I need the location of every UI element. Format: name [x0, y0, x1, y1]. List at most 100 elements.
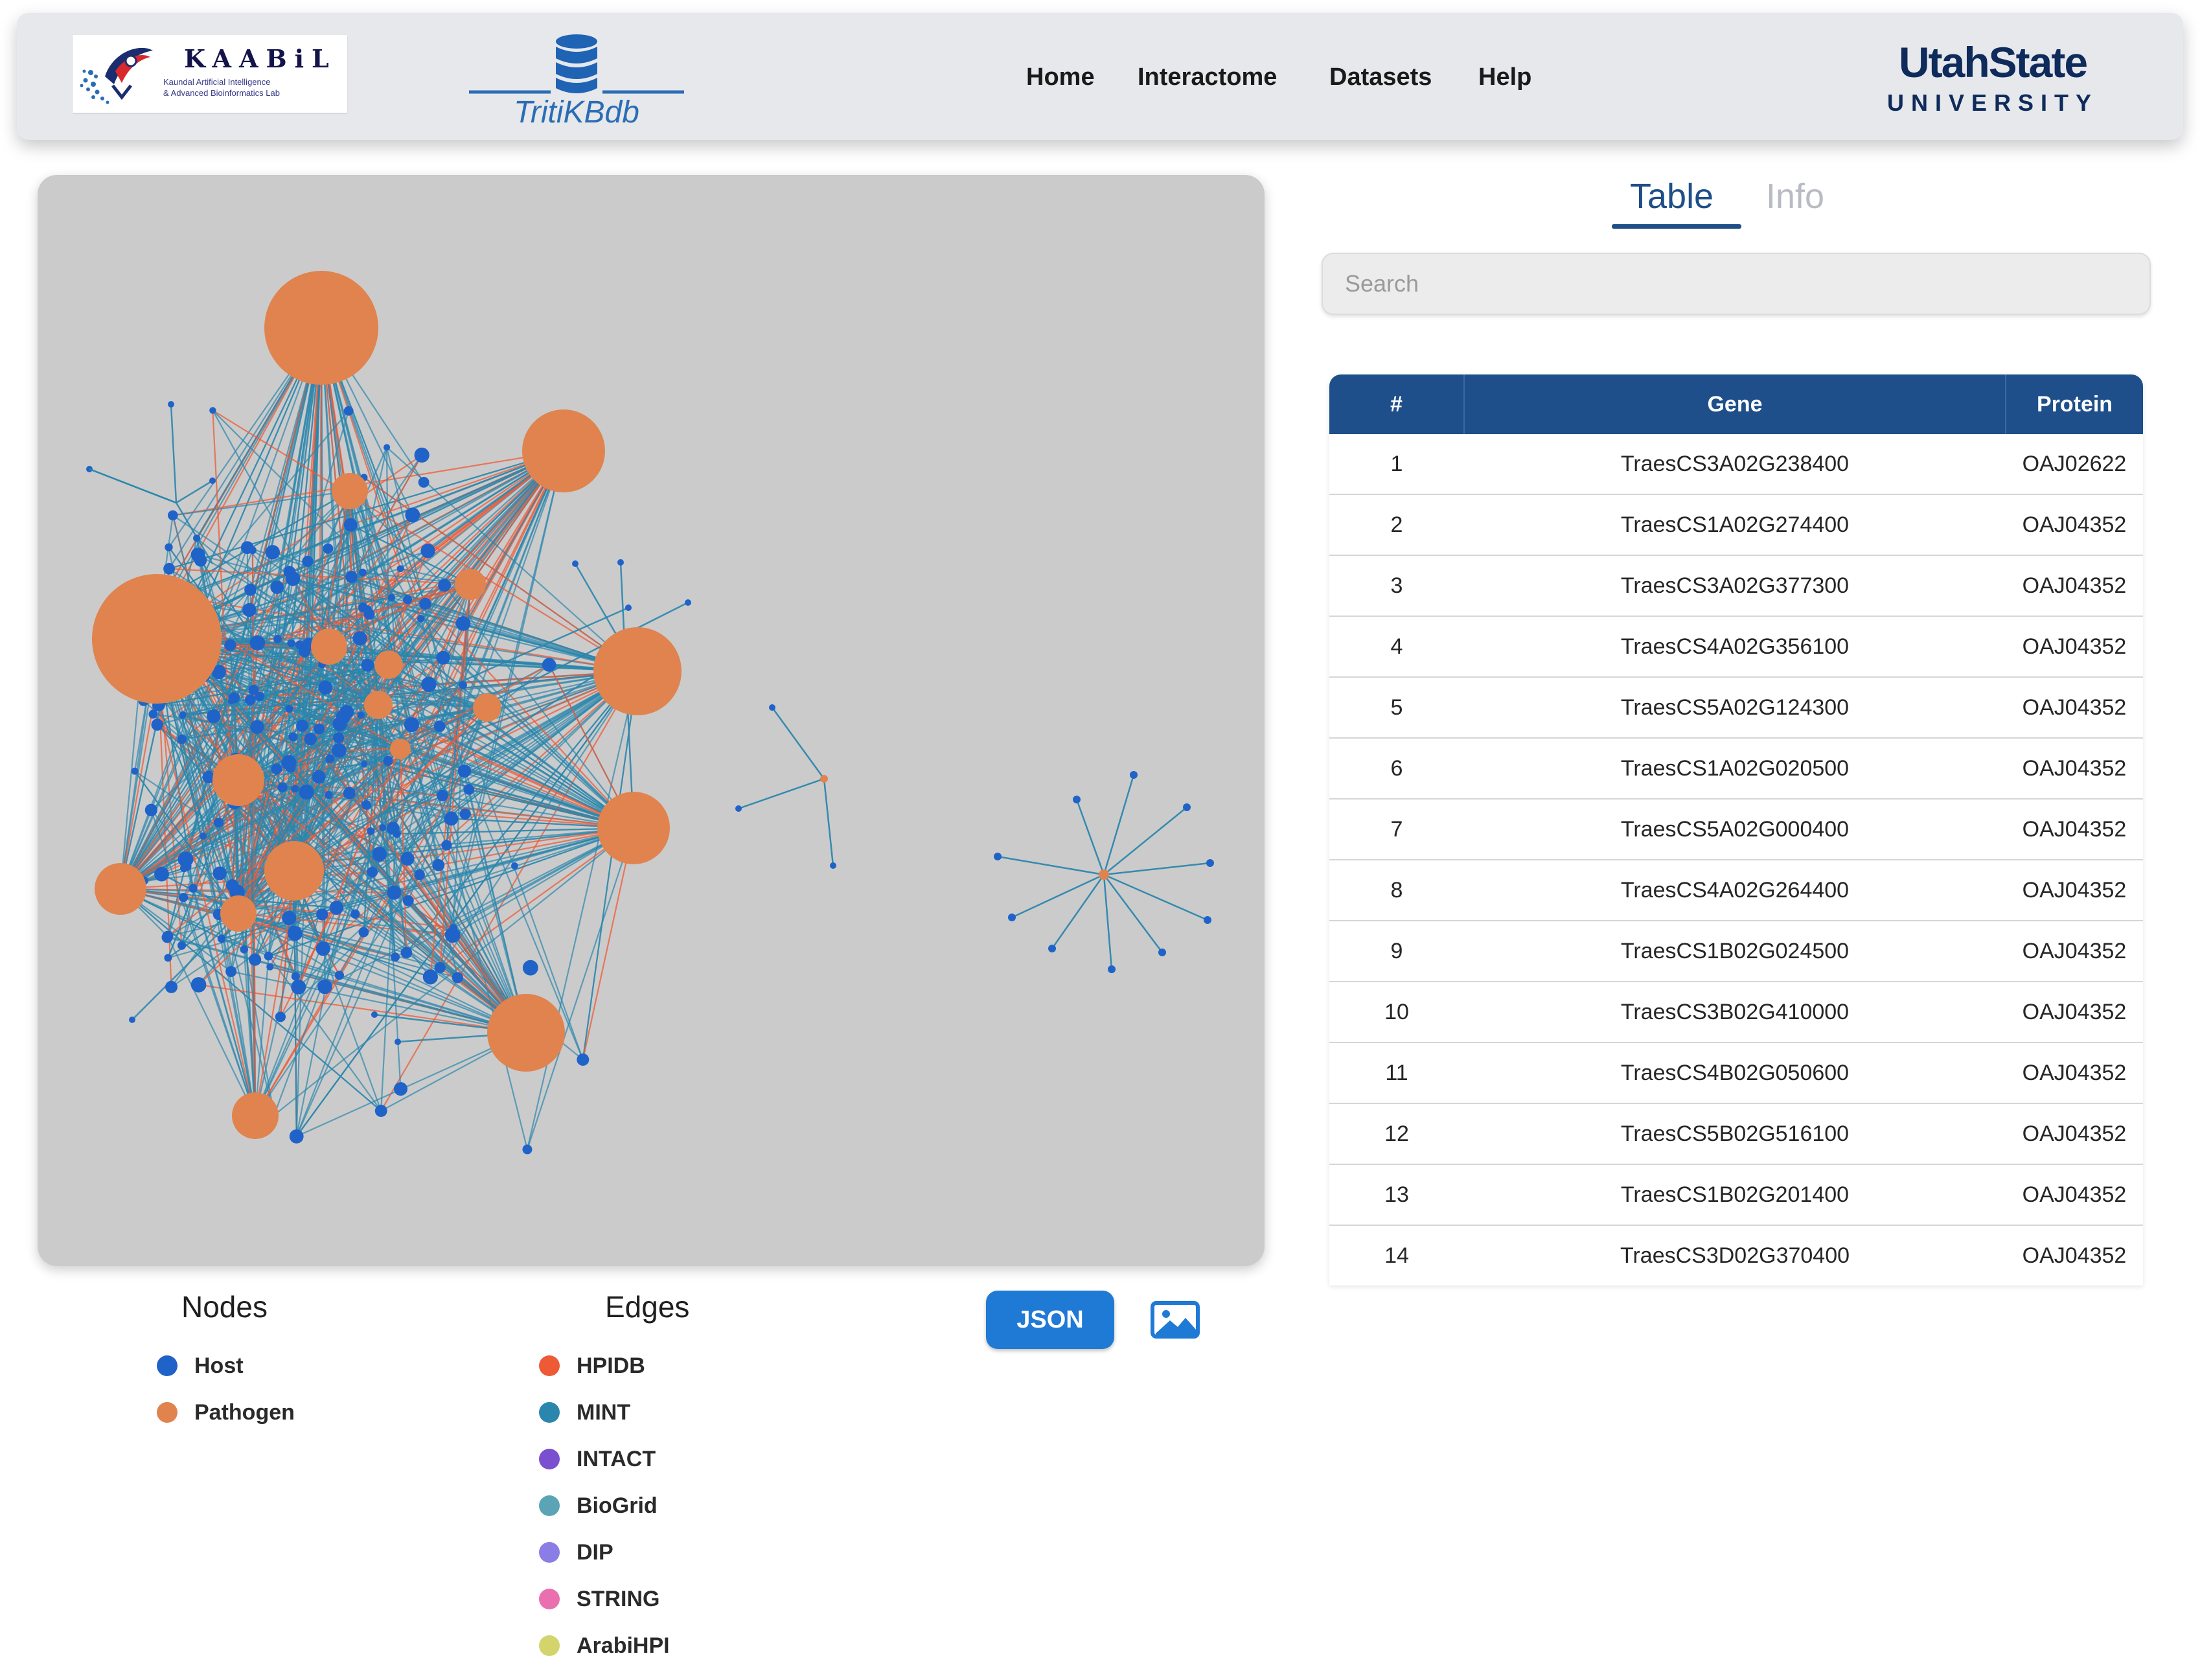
host-node[interactable]: [266, 963, 274, 971]
image-icon[interactable]: [1151, 1301, 1200, 1339]
host-node[interactable]: [400, 851, 415, 866]
host-node[interactable]: [178, 851, 194, 868]
host-node[interactable]: [387, 885, 402, 900]
host-node[interactable]: [418, 476, 430, 488]
host-node[interactable]: [405, 507, 420, 523]
host-node[interactable]: [314, 723, 325, 735]
pathogen-node[interactable]: [1099, 869, 1109, 880]
host-node[interactable]: [361, 761, 368, 768]
host-node[interactable]: [318, 680, 333, 695]
interaction-network[interactable]: [38, 175, 1265, 1266]
host-node[interactable]: [304, 733, 317, 746]
table-row[interactable]: 6 TraesCS1A02G020500 OAJ04352: [1329, 738, 2143, 800]
host-node[interactable]: [421, 676, 437, 692]
table-row[interactable]: 10 TraesCS3B02G410000 OAJ04352: [1329, 982, 2143, 1043]
host-node[interactable]: [288, 925, 297, 934]
host-node[interactable]: [164, 954, 172, 962]
host-node[interactable]: [459, 808, 471, 820]
host-node[interactable]: [343, 787, 356, 800]
host-node[interactable]: [179, 712, 186, 719]
host-node[interactable]: [275, 1011, 286, 1022]
column-header-index[interactable]: #: [1329, 374, 1464, 434]
host-node[interactable]: [317, 979, 332, 995]
pathogen-node[interactable]: [364, 691, 393, 719]
host-node[interactable]: [1073, 796, 1081, 803]
host-node[interactable]: [316, 908, 328, 921]
host-node[interactable]: [190, 547, 205, 562]
host-node[interactable]: [363, 608, 375, 620]
pathogen-node[interactable]: [212, 754, 264, 806]
host-node[interactable]: [457, 764, 472, 778]
host-node[interactable]: [270, 580, 284, 594]
host-node[interactable]: [282, 910, 297, 926]
host-node[interactable]: [769, 704, 775, 711]
host-node[interactable]: [367, 827, 374, 835]
host-node[interactable]: [542, 658, 556, 672]
host-node[interactable]: [244, 694, 256, 706]
host-node[interactable]: [228, 692, 240, 704]
host-node[interactable]: [1130, 771, 1138, 779]
host-node[interactable]: [190, 977, 207, 993]
host-node[interactable]: [402, 595, 413, 604]
host-node[interactable]: [298, 645, 311, 658]
host-node[interactable]: [286, 573, 293, 581]
pathogen-node[interactable]: [473, 693, 501, 722]
host-node[interactable]: [1158, 949, 1166, 956]
host-node[interactable]: [277, 782, 288, 792]
host-node[interactable]: [387, 593, 395, 601]
host-node[interactable]: [177, 734, 187, 744]
host-node[interactable]: [572, 560, 579, 567]
host-node[interactable]: [163, 562, 176, 575]
host-node[interactable]: [432, 858, 445, 871]
host-node[interactable]: [213, 817, 224, 828]
host-node[interactable]: [455, 616, 471, 631]
pathogen-node[interactable]: [374, 650, 403, 679]
host-node[interactable]: [265, 545, 281, 560]
host-node[interactable]: [315, 941, 330, 956]
host-node[interactable]: [371, 1011, 378, 1018]
host-node[interactable]: [291, 785, 299, 793]
table-row[interactable]: 4 TraesCS4A02G356100 OAJ04352: [1329, 616, 2143, 678]
host-node[interactable]: [522, 1144, 533, 1155]
host-node[interactable]: [144, 803, 157, 816]
host-node[interactable]: [1048, 945, 1056, 952]
host-node[interactable]: [391, 952, 400, 962]
host-node[interactable]: [207, 709, 221, 724]
host-node[interactable]: [414, 447, 430, 463]
host-node[interactable]: [242, 603, 257, 617]
host-node[interactable]: [212, 866, 227, 880]
table-row[interactable]: 11 TraesCS4B02G050600 OAJ04352: [1329, 1042, 2143, 1104]
host-node[interactable]: [339, 705, 354, 719]
host-node[interactable]: [361, 658, 374, 672]
tab-table[interactable]: Table: [1630, 177, 1714, 216]
table-row[interactable]: 5 TraesCS5A02G124300 OAJ04352: [1329, 677, 2143, 739]
host-node[interactable]: [148, 709, 158, 719]
table-row[interactable]: 3 TraesCS3A02G377300 OAJ04352: [1329, 555, 2143, 617]
host-node[interactable]: [281, 755, 297, 770]
host-node[interactable]: [249, 635, 266, 651]
pathogen-node[interactable]: [232, 1092, 279, 1139]
host-node[interactable]: [129, 1017, 135, 1023]
pathogen-node[interactable]: [332, 473, 368, 509]
host-node[interactable]: [161, 932, 173, 943]
host-node[interactable]: [345, 571, 358, 583]
nav-help[interactable]: Help: [1478, 63, 1532, 91]
pathogen-node[interactable]: [92, 574, 222, 704]
host-node[interactable]: [352, 631, 367, 646]
host-node[interactable]: [312, 770, 326, 784]
kaabil-logo[interactable]: KAABiL Kaundal Artificial Intelligence &…: [73, 35, 347, 113]
host-node[interactable]: [383, 755, 393, 766]
pathogen-node[interactable]: [455, 569, 486, 600]
host-node[interactable]: [434, 961, 446, 974]
host-node[interactable]: [225, 879, 239, 892]
host-node[interactable]: [414, 869, 425, 880]
host-node[interactable]: [402, 895, 414, 906]
host-node[interactable]: [830, 862, 836, 869]
host-node[interactable]: [193, 535, 201, 542]
host-node[interactable]: [333, 732, 345, 744]
nav-datasets[interactable]: Datasets: [1329, 63, 1432, 91]
host-node[interactable]: [224, 639, 236, 651]
host-node[interactable]: [249, 953, 262, 966]
pathogen-node[interactable]: [487, 994, 565, 1072]
host-node[interactable]: [452, 972, 464, 984]
